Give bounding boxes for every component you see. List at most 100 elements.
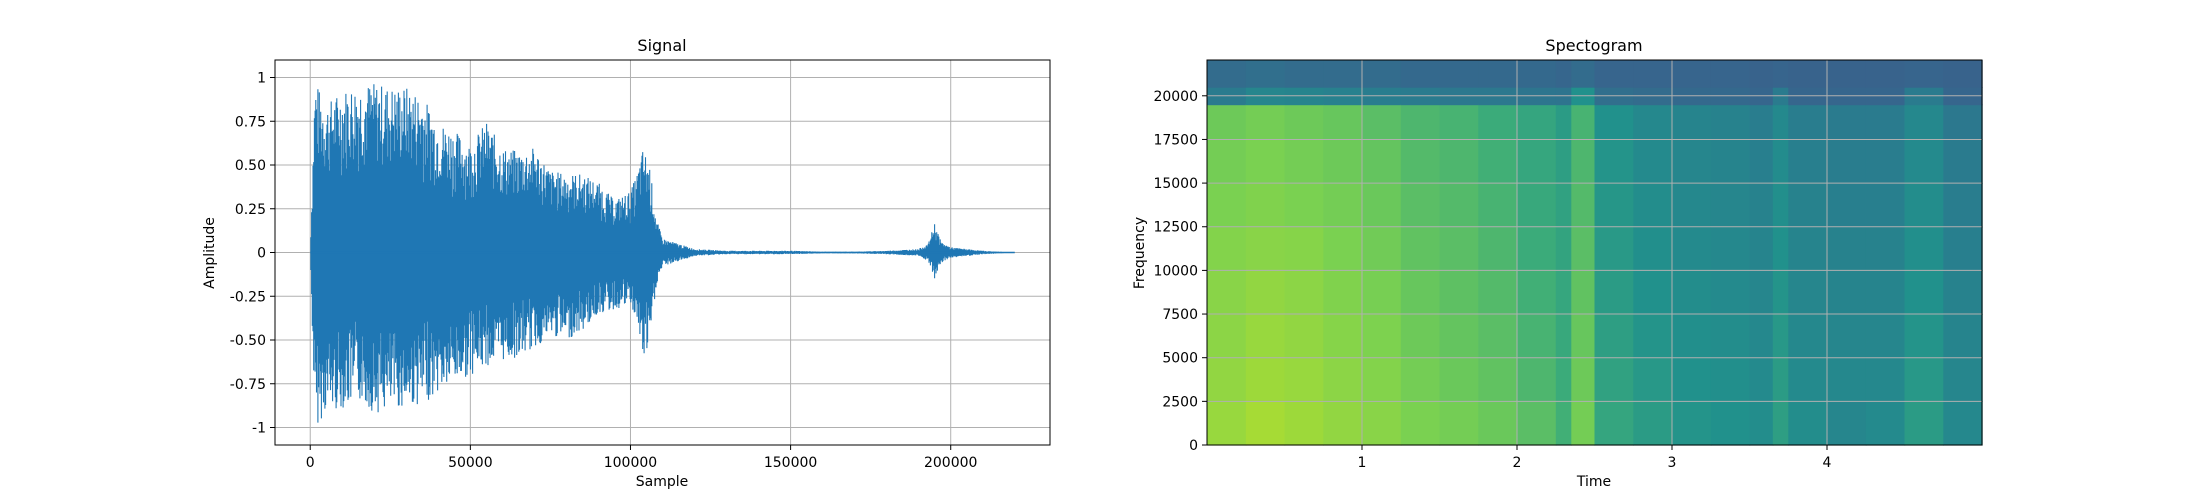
spectrogram-cell (1827, 270, 1867, 315)
spectrogram-cell (1633, 183, 1673, 228)
spectrogram-cell (1478, 104, 1518, 140)
spectrogram-cell (1788, 104, 1828, 140)
spectrogram-cell (1245, 183, 1286, 228)
spectrogram-cell (1865, 183, 1906, 228)
spectrogram-cell (1772, 314, 1789, 359)
spectrogram-cell (1571, 270, 1596, 315)
spectrogram-cell (1362, 139, 1402, 184)
spectrogram-cell (1478, 270, 1518, 315)
spectrogram-cell (1772, 401, 1789, 446)
spectrogram-cell (1571, 357, 1596, 402)
spectrogram-cell (1827, 60, 1867, 88)
signal-x-tick-label: 100000 (604, 455, 657, 471)
spectrogram-cell (1323, 104, 1363, 140)
spectrogram-cell (1284, 60, 1324, 88)
spectrogram-cell (1555, 183, 1572, 228)
spectrogram-cell (1749, 314, 1774, 359)
spectrogram-cell (1245, 104, 1286, 140)
spectrogram-cell (1772, 183, 1789, 228)
spectrogram-cell (1323, 60, 1363, 88)
spectrogram-cell (1710, 104, 1751, 140)
spectrogram-cell (1594, 183, 1634, 228)
spectrogram-cell (1245, 357, 1286, 402)
spectrogram-cell (1362, 183, 1402, 228)
signal-waveform (310, 84, 1015, 423)
spectrogram-cell (1245, 270, 1286, 315)
spectrogram-cell (1439, 357, 1479, 402)
spectrogram-cell (1362, 226, 1402, 271)
spectrogram-cell (1400, 314, 1441, 359)
spectrogram-cell (1749, 60, 1774, 88)
spectrogram-cell (1207, 60, 1247, 88)
spectrogram-cell (1284, 270, 1324, 315)
spectrogram-cell (1400, 60, 1441, 88)
spectrogram-cell (1571, 226, 1596, 271)
spectrogram-y-tick-label: 10000 (1153, 263, 1198, 279)
spectrogram-cell (1571, 60, 1596, 88)
spectrogram-cell (1749, 183, 1774, 228)
spectrogram-cell (1439, 183, 1479, 228)
spectrogram-cell (1245, 139, 1286, 184)
spectrogram-cell (1772, 357, 1789, 402)
spectrogram-cell (1362, 104, 1402, 140)
spectrogram-cell (1555, 60, 1572, 88)
spectrogram-x-tick-label: 3 (1668, 455, 1677, 471)
spectrogram-cell (1284, 139, 1324, 184)
signal-x-tick-label: 150000 (764, 455, 817, 471)
spectrogram-y-tick-label: 0 (1189, 438, 1198, 454)
spectrogram-cell (1594, 357, 1634, 402)
spectrogram-cell (1245, 401, 1286, 446)
signal-x-tick-label: 200000 (924, 455, 977, 471)
spectrogram-cell (1788, 270, 1828, 315)
spectrogram-cell (1517, 314, 1557, 359)
spectrogram-cell (1749, 270, 1774, 315)
spectrogram-cell (1439, 270, 1479, 315)
spectrogram-cell (1439, 226, 1479, 271)
spectrogram-cell (1749, 357, 1774, 402)
spectrogram-cell (1207, 226, 1247, 271)
spectrogram-cell (1943, 270, 1983, 315)
spectrogram-cell (1633, 226, 1673, 271)
spectrogram-cell (1284, 401, 1324, 446)
spectrogram-cell (1245, 226, 1286, 271)
spectrogram-cell (1749, 139, 1774, 184)
spectrogram-cell (1323, 139, 1363, 184)
signal-y-tick-label: 0.75 (235, 114, 266, 130)
spectrogram-cell (1207, 357, 1247, 402)
spectrogram-cell (1672, 314, 1712, 359)
spectrogram-cell (1710, 226, 1751, 271)
signal-chart: 0 50000 100000 150000 200000 -1 -0.75 -0.50 -0.… (202, 36, 1051, 490)
spectrogram-cell (1555, 104, 1572, 140)
spectrogram-cell (1633, 270, 1673, 315)
spectrogram-cell (1772, 139, 1789, 184)
spectrogram-axes-frame (1206, 59, 1983, 446)
spectrogram-cell (1207, 104, 1247, 140)
spectrogram-cell (1672, 139, 1712, 184)
spectrogram-x-tick-label: 2 (1513, 455, 1522, 471)
spectrogram-cell (1594, 270, 1634, 315)
spectrogram-cell (1555, 270, 1572, 315)
spectrogram-cell (1594, 139, 1634, 184)
spectrogram-cell (1517, 60, 1557, 88)
spectrogram-cell (1904, 104, 1944, 140)
spectrogram-cell (1400, 357, 1441, 402)
spectrogram-cell (1439, 104, 1479, 140)
spectrogram-cell (1323, 357, 1363, 402)
spectrogram-cell (1478, 314, 1518, 359)
spectrogram-cell (1439, 139, 1479, 184)
spectrogram-cell (1633, 314, 1673, 359)
spectrogram-cell (1710, 357, 1751, 402)
spectrogram-y-tick-label: 15000 (1153, 176, 1198, 192)
spectrogram-cell (1517, 226, 1557, 271)
spectrogram-cell (1207, 139, 1247, 184)
spectrogram-x-axis-label: Time (1576, 474, 1611, 490)
spectrogram-y-ticks: 0 2500 5000 7500 10000 12500 15000 17500 20000 (1153, 89, 1207, 454)
spectrogram-cell (1865, 226, 1906, 271)
signal-y-tick-label: -0.75 (230, 377, 266, 393)
spectrogram-cell (1555, 226, 1572, 271)
spectrogram-cell (1517, 183, 1557, 228)
signal-y-tick-label: -0.50 (230, 333, 266, 349)
spectrogram-cell (1571, 139, 1596, 184)
spectrogram-cell (1594, 60, 1634, 88)
